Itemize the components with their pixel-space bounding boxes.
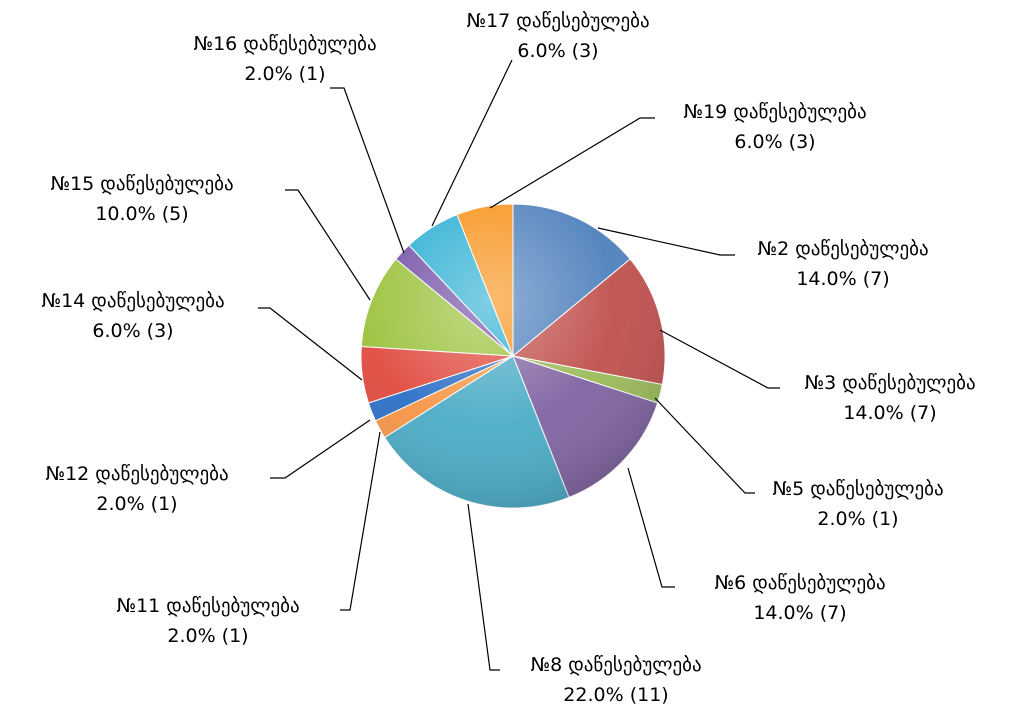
leader-line — [258, 307, 363, 381]
slice-value-label: 14.0% (7) — [796, 268, 889, 290]
leader-line — [270, 419, 371, 479]
leader-line — [597, 227, 735, 256]
slice-value-label: 22.0% (11) — [563, 684, 668, 706]
leader-line — [330, 87, 405, 254]
slice-value-label: 2.0% (1) — [244, 63, 325, 85]
slice-name-label: №2 დაწესებულება — [757, 238, 928, 260]
slice-name-label: №11 დაწესებულება — [116, 595, 299, 617]
leader-line — [659, 329, 780, 389]
slice-value-label: 2.0% (1) — [817, 508, 898, 530]
slice-value-label: 14.0% (7) — [843, 402, 936, 424]
leader-line — [285, 189, 371, 301]
leader-line — [489, 117, 655, 209]
slice-name-label: №8 დაწესებულება — [530, 654, 701, 676]
slice-value-label: 2.0% (1) — [167, 625, 248, 647]
slice-value-label: 2.0% (1) — [96, 493, 177, 515]
slice-name-label: №16 დაწესებულება — [193, 33, 376, 55]
leader-line — [467, 503, 500, 671]
slice-value-label: 6.0% (3) — [92, 320, 173, 342]
leader-line — [340, 431, 381, 611]
leader-lines — [258, 59, 780, 671]
slice-name-label: №6 დაწესებულება — [714, 572, 885, 594]
slice-name-label: №15 დაწესებულება — [50, 173, 233, 195]
slice-name-label: №17 დაწესებულება — [466, 10, 649, 32]
slice-name-label: №19 დაწესებულება — [683, 101, 866, 123]
pie-slices — [360, 203, 666, 509]
slice-name-label: №12 დაწესებულება — [45, 463, 228, 485]
leader-line — [431, 59, 513, 227]
leader-line — [627, 467, 675, 588]
leader-line — [654, 397, 755, 494]
slice-labels: №2 დაწესებულება 14.0% (7) №3 დაწესებულება 1… — [41, 10, 975, 706]
slice-name-label: №14 დაწესებულება — [41, 290, 224, 312]
slice-value-label: 6.0% (3) — [517, 40, 598, 62]
slice-name-label: №5 დაწესებულება — [772, 478, 943, 500]
slice-name-label: №3 დაწესებულება — [804, 372, 975, 394]
slice-value-label: 6.0% (3) — [734, 131, 815, 153]
slice-value-label: 10.0% (5) — [95, 203, 188, 225]
slice-value-label: 14.0% (7) — [753, 602, 846, 624]
